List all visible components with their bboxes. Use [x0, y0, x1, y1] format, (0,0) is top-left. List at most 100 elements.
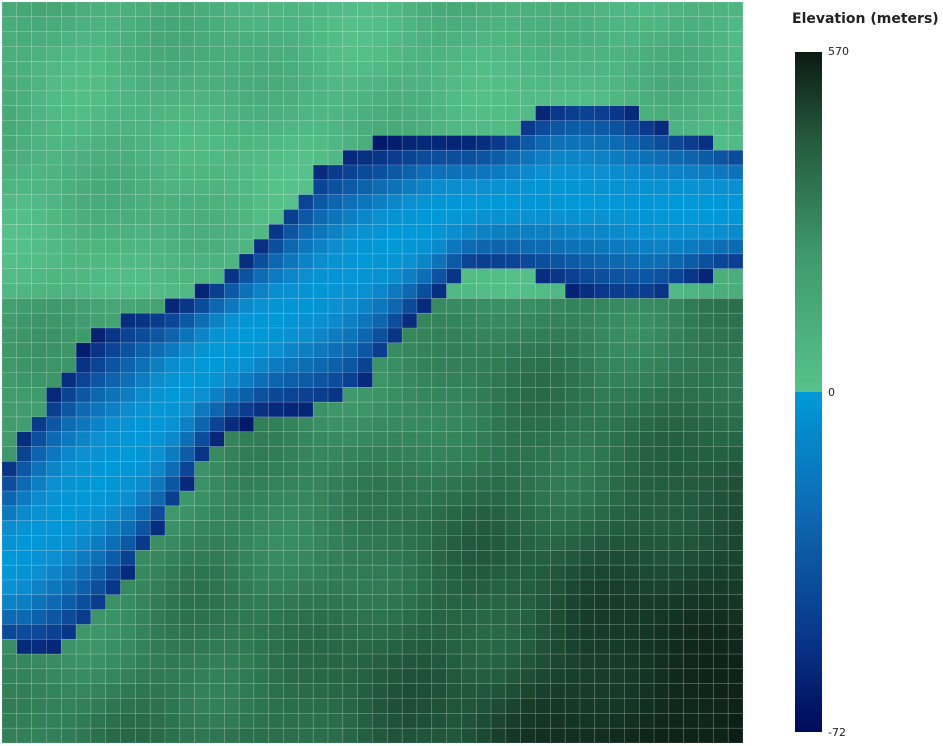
heatmap-cell — [639, 358, 654, 373]
heatmap-cell — [2, 550, 17, 565]
heatmap-cell — [284, 580, 299, 595]
heatmap-cell — [550, 699, 565, 714]
heatmap-cell — [121, 358, 136, 373]
heatmap-cell — [684, 313, 699, 328]
heatmap-cell — [239, 328, 254, 343]
heatmap-cell — [328, 684, 343, 699]
heatmap-cell — [269, 195, 284, 210]
heatmap-cell — [61, 491, 76, 506]
heatmap-cell — [461, 76, 476, 91]
heatmap-cell — [521, 46, 536, 61]
heatmap-cell — [506, 669, 521, 684]
heatmap-cell — [610, 728, 625, 743]
heatmap-cell — [17, 76, 32, 91]
heatmap-cell — [580, 121, 595, 136]
heatmap-cell — [654, 417, 669, 432]
heatmap-cell — [432, 447, 447, 462]
heatmap-cell — [550, 595, 565, 610]
heatmap-cell — [195, 521, 210, 536]
heatmap-cell — [239, 728, 254, 743]
heatmap-cell — [669, 447, 684, 462]
heatmap-cell — [402, 654, 417, 669]
heatmap-cell — [298, 254, 313, 269]
heatmap-cell — [358, 135, 373, 150]
heatmap-cell — [565, 328, 580, 343]
heatmap-cell — [180, 328, 195, 343]
heatmap-cell — [269, 239, 284, 254]
heatmap-cell — [343, 417, 358, 432]
heatmap-cell — [298, 610, 313, 625]
heatmap-cell — [550, 61, 565, 76]
heatmap-cell — [165, 106, 180, 121]
heatmap-cell — [595, 654, 610, 669]
heatmap-cell — [239, 565, 254, 580]
heatmap-cell — [624, 269, 639, 284]
heatmap-cell — [624, 17, 639, 32]
heatmap-cell — [432, 135, 447, 150]
heatmap-cell — [224, 328, 239, 343]
heatmap-cell — [417, 76, 432, 91]
heatmap-cell — [447, 417, 462, 432]
heatmap-cell — [17, 61, 32, 76]
heatmap-cell — [135, 61, 150, 76]
heatmap-cell — [343, 461, 358, 476]
heatmap-cell — [417, 209, 432, 224]
heatmap-cell — [150, 432, 165, 447]
heatmap-cell — [387, 506, 402, 521]
heatmap-cell — [669, 32, 684, 47]
heatmap-cell — [343, 343, 358, 358]
heatmap-cell — [684, 239, 699, 254]
heatmap-cell — [91, 343, 106, 358]
heatmap-cell — [713, 610, 728, 625]
heatmap-cell — [180, 2, 195, 17]
heatmap-cell — [387, 654, 402, 669]
heatmap-cell — [580, 699, 595, 714]
heatmap-cell — [239, 491, 254, 506]
heatmap-cell — [461, 536, 476, 551]
heatmap-cell — [476, 121, 491, 136]
heatmap-cell — [550, 195, 565, 210]
heatmap-cell — [121, 713, 136, 728]
heatmap-cell — [165, 224, 180, 239]
heatmap-cell — [521, 165, 536, 180]
heatmap-cell — [595, 2, 610, 17]
heatmap-cell — [639, 328, 654, 343]
heatmap-cell — [461, 506, 476, 521]
heatmap-cell — [224, 521, 239, 536]
heatmap-cell — [373, 61, 388, 76]
heatmap-cell — [506, 580, 521, 595]
elevation-heatmap — [2, 2, 743, 743]
heatmap-cell — [298, 269, 313, 284]
heatmap-cell — [61, 447, 76, 462]
heatmap-cell — [447, 476, 462, 491]
heatmap-cell — [624, 402, 639, 417]
heatmap-cell — [417, 121, 432, 136]
heatmap-cell — [610, 180, 625, 195]
heatmap-cell — [106, 713, 121, 728]
heatmap-cell — [239, 61, 254, 76]
heatmap-cell — [595, 180, 610, 195]
heatmap-cell — [150, 121, 165, 136]
heatmap-cell — [491, 284, 506, 299]
heatmap-cell — [46, 165, 61, 180]
heatmap-cell — [313, 580, 328, 595]
heatmap-cell — [565, 610, 580, 625]
heatmap-cell — [61, 106, 76, 121]
heatmap-cell — [135, 373, 150, 388]
heatmap-cell — [402, 476, 417, 491]
heatmap-cell — [150, 402, 165, 417]
heatmap-cell — [17, 461, 32, 476]
heatmap-cell — [313, 91, 328, 106]
heatmap-cell — [610, 550, 625, 565]
heatmap-cell — [121, 76, 136, 91]
heatmap-cell — [373, 580, 388, 595]
heatmap-cell — [639, 91, 654, 106]
heatmap-cell — [699, 461, 714, 476]
heatmap-cell — [269, 313, 284, 328]
heatmap-cell — [699, 402, 714, 417]
heatmap-cell — [387, 580, 402, 595]
heatmap-cell — [32, 580, 47, 595]
heatmap-cell — [402, 254, 417, 269]
heatmap-cell — [91, 209, 106, 224]
heatmap-cell — [46, 358, 61, 373]
